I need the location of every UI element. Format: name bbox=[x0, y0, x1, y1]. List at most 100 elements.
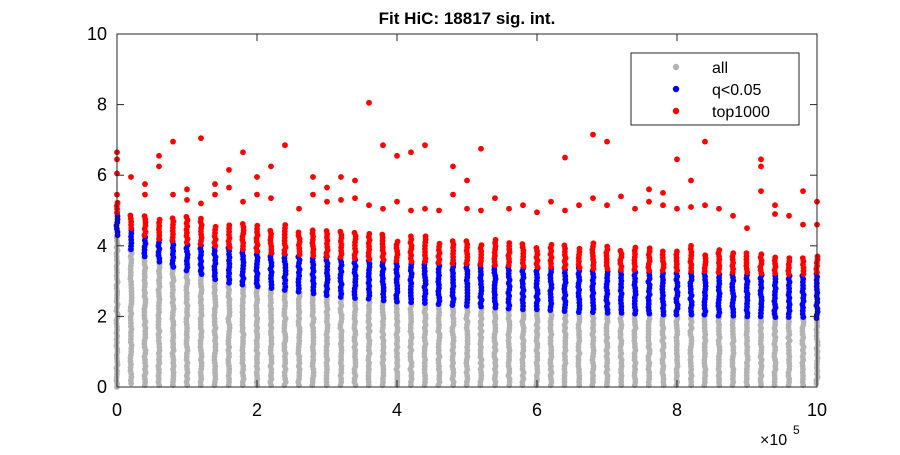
y-tick-label: 0 bbox=[97, 377, 107, 397]
y-tick-label: 10 bbox=[87, 24, 107, 44]
data-point-top1000 bbox=[758, 156, 764, 163]
data-point-top1000 bbox=[674, 205, 680, 212]
data-point-top1000 bbox=[141, 213, 148, 220]
data-point-top1000 bbox=[604, 202, 610, 209]
data-point-top1000 bbox=[478, 242, 485, 248]
data-point-top1000 bbox=[590, 131, 596, 138]
data-point-top1000 bbox=[282, 222, 289, 228]
data-point-top1000 bbox=[267, 227, 274, 234]
data-point-top1000 bbox=[337, 228, 344, 235]
chart-title: Fit HiC: 18817 sig. int. bbox=[379, 9, 556, 28]
data-point-top1000 bbox=[184, 186, 190, 193]
data-point-top1000 bbox=[632, 244, 639, 251]
data-point-top1000 bbox=[156, 216, 163, 223]
data-point-top1000 bbox=[142, 181, 148, 187]
series-top1000 bbox=[113, 99, 821, 277]
data-point-top1000 bbox=[492, 195, 498, 202]
data-point-top1000 bbox=[254, 222, 261, 229]
data-point-top1000 bbox=[716, 205, 722, 212]
x-tick-label: 4 bbox=[392, 400, 402, 420]
data-point-top1000 bbox=[478, 145, 484, 152]
data-point-top1000 bbox=[142, 191, 148, 198]
data-point-top1000 bbox=[408, 149, 414, 156]
legend-label-top1000: top1000 bbox=[712, 104, 770, 121]
data-point-top1000 bbox=[660, 202, 666, 209]
x-tick-label: 10 bbox=[807, 400, 827, 420]
data-point-top1000 bbox=[800, 188, 806, 194]
data-point-top1000 bbox=[786, 255, 793, 262]
data-point-top1000 bbox=[324, 184, 330, 191]
data-point-top1000 bbox=[351, 229, 358, 236]
data-point-top1000 bbox=[716, 247, 723, 253]
data-point-top1000 bbox=[324, 198, 330, 205]
data-point-top1000 bbox=[604, 138, 610, 145]
data-point-top1000 bbox=[506, 240, 513, 246]
data-point-top1000 bbox=[338, 197, 344, 203]
data-point-top1000 bbox=[226, 167, 232, 173]
x-tick-label: 2 bbox=[252, 400, 262, 420]
data-point-top1000 bbox=[702, 252, 709, 259]
data-point-top1000 bbox=[323, 228, 330, 234]
axes-frame bbox=[116, 33, 818, 388]
data-point-top1000 bbox=[156, 163, 162, 170]
legend-marker-top1000 bbox=[672, 107, 680, 115]
data-point-top1000 bbox=[184, 197, 190, 203]
data-point-top1000 bbox=[226, 184, 232, 191]
data-point-top1000 bbox=[295, 229, 302, 236]
data-point-top1000 bbox=[646, 186, 652, 193]
data-point-top1000 bbox=[617, 247, 624, 254]
data-point-top1000 bbox=[800, 221, 806, 228]
x-multiplier-base: ×10 bbox=[760, 432, 787, 449]
data-point-top1000 bbox=[127, 212, 134, 219]
data-point-top1000 bbox=[268, 195, 274, 202]
x-tick-label: 0 bbox=[112, 400, 122, 420]
data-point-top1000 bbox=[604, 243, 611, 250]
data-point-top1000 bbox=[548, 241, 555, 248]
legend-marker-q bbox=[672, 85, 680, 93]
data-point-top1000 bbox=[688, 177, 694, 184]
data-point-top1000 bbox=[394, 238, 401, 245]
y-tick-label: 4 bbox=[97, 236, 107, 256]
data-point-top1000 bbox=[632, 205, 638, 212]
data-point-top1000 bbox=[492, 236, 499, 243]
data-point-top1000 bbox=[688, 242, 694, 249]
data-point-top1000 bbox=[450, 191, 456, 198]
data-point-top1000 bbox=[422, 142, 428, 149]
data-point-top1000 bbox=[562, 154, 568, 161]
data-point-top1000 bbox=[590, 195, 596, 202]
data-point-top1000 bbox=[590, 240, 597, 247]
x-tick-label: 6 bbox=[532, 400, 542, 420]
data-point-top1000 bbox=[254, 174, 260, 180]
data-point-top1000 bbox=[408, 207, 414, 214]
data-point-top1000 bbox=[758, 163, 764, 170]
data-point-top1000 bbox=[743, 250, 750, 257]
data-point-top1000 bbox=[366, 99, 372, 106]
data-point-top1000 bbox=[268, 163, 274, 170]
data-point-top1000 bbox=[674, 248, 680, 255]
data-point-top1000 bbox=[352, 177, 358, 184]
data-point-top1000 bbox=[422, 205, 428, 212]
data-point-top1000 bbox=[338, 174, 344, 180]
data-point-top1000 bbox=[772, 202, 778, 209]
data-point-top1000 bbox=[310, 191, 316, 198]
data-point-top1000 bbox=[618, 193, 624, 200]
y-tick-label: 2 bbox=[97, 306, 107, 326]
data-point-top1000 bbox=[786, 212, 792, 219]
data-point-top1000 bbox=[310, 174, 316, 180]
data-point-top1000 bbox=[309, 227, 316, 234]
data-point-top1000 bbox=[702, 138, 708, 145]
data-point-top1000 bbox=[436, 240, 443, 247]
data-point-top1000 bbox=[758, 188, 764, 194]
data-point-top1000 bbox=[772, 211, 778, 217]
x-multiplier-exponent: 5 bbox=[793, 423, 800, 437]
data-point-top1000 bbox=[156, 152, 162, 159]
x-tick-label: 8 bbox=[672, 400, 682, 420]
data-point-top1000 bbox=[422, 233, 429, 240]
data-point-top1000 bbox=[534, 209, 540, 216]
data-point-top1000 bbox=[366, 230, 373, 237]
data-point-top1000 bbox=[449, 238, 456, 245]
data-point-top1000 bbox=[394, 198, 400, 205]
data-point-top1000 bbox=[519, 241, 526, 247]
